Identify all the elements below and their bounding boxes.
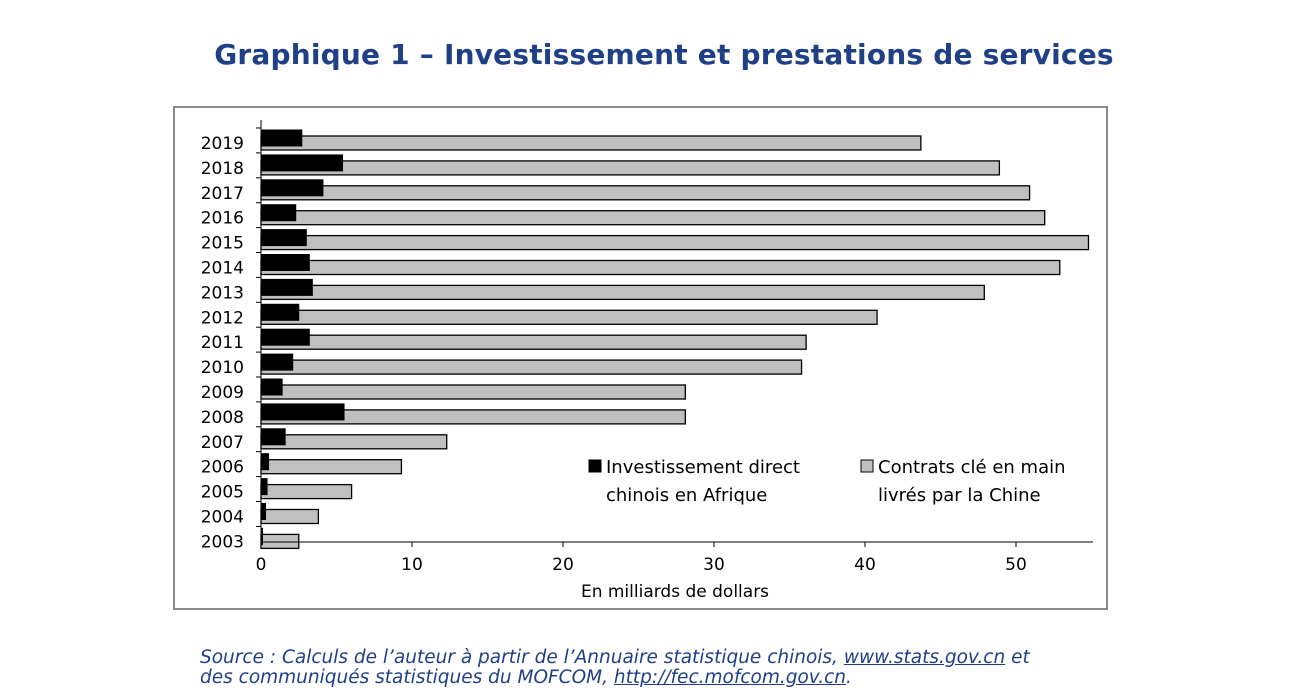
bar-contracts-2011 <box>260 334 807 350</box>
y-tick-label-2015: 2015 <box>201 234 244 254</box>
y-tick-label-2008: 2008 <box>201 408 244 428</box>
bar-investment-2005 <box>260 478 268 496</box>
y-tick-label-2019: 2019 <box>201 134 244 154</box>
bar-contracts-2018 <box>260 160 1001 176</box>
bar-contracts-2010 <box>260 359 803 375</box>
bar-investment-2019 <box>260 129 303 147</box>
legend: Investissement direct chinois en Afrique C… <box>588 457 1066 506</box>
y-tick-label-2009: 2009 <box>201 383 244 403</box>
legend-swatch-2 <box>860 459 874 473</box>
legend-label-1-line1: Investissement direct <box>606 457 800 478</box>
source-line2: des communiqués statistiques du MOFCOM, <box>200 667 614 688</box>
legend-label-2-line2: livrés par la Chine <box>878 485 1041 506</box>
chart-frame: 2019 2018 2017 2016 2015 2014 2013 2012 2011 2010… <box>173 106 1108 610</box>
bar-investment-2017 <box>260 179 324 197</box>
source-suffix: . <box>846 667 852 688</box>
y-tick-label-2014: 2014 <box>201 259 244 279</box>
y-tick-label-2013: 2013 <box>201 283 244 303</box>
x-axis-title: En milliards de dollars <box>581 582 769 602</box>
bar-contracts-2004 <box>260 508 320 525</box>
legend-swatch-1 <box>588 459 602 473</box>
bar-investment-2012 <box>260 303 300 321</box>
legend-label-1-line2: chinois en Afrique <box>606 485 767 506</box>
y-tick-label-2006: 2006 <box>201 458 244 478</box>
x-tick-label-30: 30 <box>703 555 725 575</box>
stats-link[interactable]: www.stats.gov.cn <box>843 647 1006 668</box>
bar-contracts-2014 <box>260 259 1061 276</box>
bar-investment-2014 <box>260 254 310 271</box>
y-axis-labels: 2019 2018 2017 2016 2015 2014 2013 2012 2011 2010… <box>201 120 262 552</box>
y-tick-label-2010: 2010 <box>201 358 244 378</box>
y-tick-label-2011: 2011 <box>201 333 244 353</box>
bar-investment-2008 <box>260 403 345 421</box>
bar-investment-2016 <box>260 204 297 222</box>
bar-investment-2006 <box>260 453 270 471</box>
source-prefix: Source : Calculs de l’auteur à partir de… <box>200 647 844 668</box>
y-tick-label-2017: 2017 <box>201 184 244 204</box>
bar-investment-2018 <box>260 154 344 172</box>
bar-investment-2009 <box>260 378 283 396</box>
x-tick-label-40: 40 <box>854 555 876 575</box>
bar-contracts-2003 <box>260 533 300 550</box>
bar-investment-2011 <box>260 328 310 346</box>
y-tick-label-2004: 2004 <box>201 508 244 528</box>
bar-contracts-2005 <box>260 483 353 500</box>
y-tick-label-2005: 2005 <box>201 483 244 503</box>
bar-contracts-2017 <box>260 185 1031 201</box>
source-note: Source : Calculs de l’auteur à partir de… <box>200 648 1200 688</box>
bar-investment-2013 <box>260 278 313 296</box>
bar-chart: 2019201820172016201520142013201220112010… <box>201 120 1093 602</box>
x-tick-label-10: 10 <box>401 555 423 575</box>
bar-contracts-2006 <box>260 459 403 475</box>
bar-investment-2015 <box>260 229 307 247</box>
x-axis: 0 10 20 30 40 50 En milliards de dollars <box>256 541 1093 602</box>
bar-contracts-2019 <box>260 135 922 151</box>
y-tick-label-2007: 2007 <box>201 433 244 453</box>
bar-contracts-2012 <box>260 309 878 325</box>
bar-contracts-2009 <box>260 384 686 400</box>
y-tick-label-2018: 2018 <box>201 159 244 179</box>
bars-group <box>260 129 1090 550</box>
y-tick-label-2012: 2012 <box>201 308 244 328</box>
legend-label-2-line1: Contrats clé en main <box>878 457 1066 478</box>
bar-contracts-2015 <box>260 234 1090 251</box>
bar-contracts-2007 <box>260 434 448 450</box>
bar-investment-2004 <box>260 503 267 520</box>
chart-title: Graphique 1 – Investissement et prestati… <box>214 38 1114 71</box>
bar-contracts-2013 <box>260 284 985 301</box>
source-middle: et <box>1005 647 1030 668</box>
x-tick-label-50: 50 <box>1005 555 1027 575</box>
x-tick-label-20: 20 <box>552 555 574 575</box>
y-tick-label-2016: 2016 <box>201 209 244 229</box>
x-tick-label-0: 0 <box>256 555 267 575</box>
bar-contracts-2016 <box>260 210 1046 226</box>
y-tick-label-2003: 2003 <box>201 532 244 552</box>
bar-investment-2007 <box>260 428 286 446</box>
bar-investment-2010 <box>260 353 294 371</box>
mofcom-link[interactable]: http://fec.mofcom.gov.cn <box>613 667 847 688</box>
